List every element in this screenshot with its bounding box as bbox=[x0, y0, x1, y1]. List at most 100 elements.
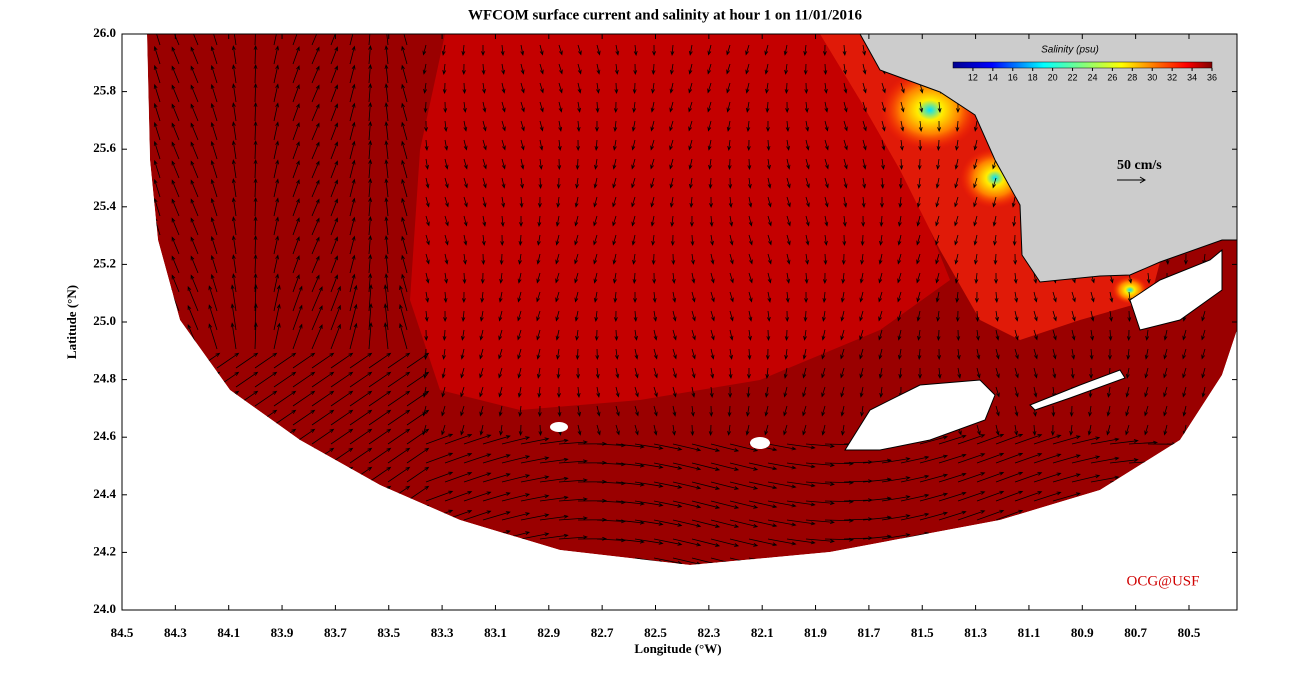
vector bbox=[273, 235, 279, 255]
vector bbox=[368, 428, 392, 445]
vector bbox=[273, 64, 279, 84]
colorbar-tick-label: 16 bbox=[1008, 72, 1018, 82]
vector bbox=[577, 441, 608, 446]
vector bbox=[406, 466, 430, 483]
vector bbox=[784, 348, 789, 360]
vector bbox=[482, 82, 486, 94]
vector bbox=[803, 63, 808, 76]
vector bbox=[710, 329, 715, 341]
vector bbox=[727, 158, 732, 171]
vector bbox=[862, 496, 892, 502]
vector bbox=[1050, 424, 1055, 437]
vector bbox=[399, 303, 408, 331]
vector bbox=[368, 159, 373, 179]
vector bbox=[653, 538, 683, 546]
vector bbox=[993, 253, 998, 265]
vector bbox=[821, 367, 826, 379]
vector bbox=[399, 284, 408, 312]
vector bbox=[539, 514, 569, 521]
vector bbox=[555, 253, 560, 265]
vector bbox=[1127, 310, 1132, 323]
vector bbox=[1182, 386, 1187, 398]
vector bbox=[384, 45, 389, 65]
vector bbox=[461, 63, 466, 76]
vector bbox=[710, 500, 740, 509]
vector bbox=[707, 101, 712, 113]
vector bbox=[767, 462, 797, 470]
vector bbox=[231, 121, 237, 141]
vector bbox=[401, 45, 408, 65]
vector bbox=[520, 494, 550, 502]
vector bbox=[575, 158, 580, 171]
vector bbox=[634, 500, 664, 507]
vector bbox=[384, 102, 389, 122]
vector bbox=[230, 303, 237, 331]
vector bbox=[425, 177, 430, 189]
vector bbox=[900, 474, 930, 483]
vector bbox=[785, 291, 790, 303]
vector bbox=[862, 63, 867, 75]
vector bbox=[937, 348, 942, 361]
vector bbox=[558, 82, 563, 94]
vector bbox=[501, 493, 531, 502]
vector bbox=[368, 83, 373, 103]
vector bbox=[954, 253, 959, 265]
vector bbox=[500, 44, 505, 56]
vector bbox=[190, 198, 199, 217]
vector bbox=[594, 310, 599, 322]
vector bbox=[804, 82, 809, 95]
vector bbox=[615, 443, 645, 449]
vector bbox=[956, 329, 961, 342]
vector bbox=[1144, 424, 1149, 436]
vector bbox=[1107, 386, 1111, 398]
vector bbox=[536, 367, 541, 379]
vector bbox=[1014, 386, 1019, 398]
vector bbox=[710, 348, 715, 360]
vector bbox=[691, 272, 696, 284]
vector bbox=[707, 44, 712, 56]
vector bbox=[916, 253, 921, 265]
vector bbox=[802, 405, 807, 417]
vector bbox=[1014, 405, 1019, 417]
vector bbox=[153, 64, 161, 84]
vector bbox=[976, 452, 1005, 464]
vector bbox=[935, 234, 940, 246]
vector bbox=[862, 458, 892, 464]
vector bbox=[577, 101, 581, 113]
vector bbox=[292, 217, 300, 236]
vector bbox=[766, 310, 771, 322]
vector bbox=[425, 471, 454, 483]
vector bbox=[208, 304, 218, 331]
vector bbox=[613, 291, 618, 303]
vector bbox=[498, 405, 503, 417]
x-tick-label: 84.5 bbox=[111, 625, 134, 640]
vector bbox=[556, 367, 561, 379]
vector bbox=[881, 82, 886, 94]
vector bbox=[577, 63, 582, 75]
vector bbox=[765, 348, 770, 361]
vector bbox=[748, 234, 753, 246]
vector bbox=[520, 82, 525, 94]
vector bbox=[349, 159, 356, 179]
vector bbox=[444, 196, 449, 208]
vector bbox=[614, 348, 619, 360]
vector bbox=[729, 272, 734, 284]
vector bbox=[710, 462, 740, 471]
vector bbox=[650, 120, 655, 132]
vector bbox=[898, 177, 903, 190]
vector bbox=[843, 82, 848, 94]
vector bbox=[556, 177, 561, 190]
vector bbox=[1201, 348, 1206, 360]
vector bbox=[311, 409, 335, 426]
vector bbox=[764, 44, 769, 56]
vector bbox=[1013, 272, 1018, 284]
vector bbox=[805, 120, 810, 132]
y-tick-label: 25.6 bbox=[93, 140, 116, 155]
vector bbox=[387, 371, 411, 388]
vector bbox=[558, 44, 563, 56]
vector bbox=[956, 348, 961, 360]
vector bbox=[860, 234, 865, 247]
vector bbox=[422, 63, 427, 75]
vector bbox=[349, 390, 373, 407]
vector bbox=[349, 83, 356, 103]
